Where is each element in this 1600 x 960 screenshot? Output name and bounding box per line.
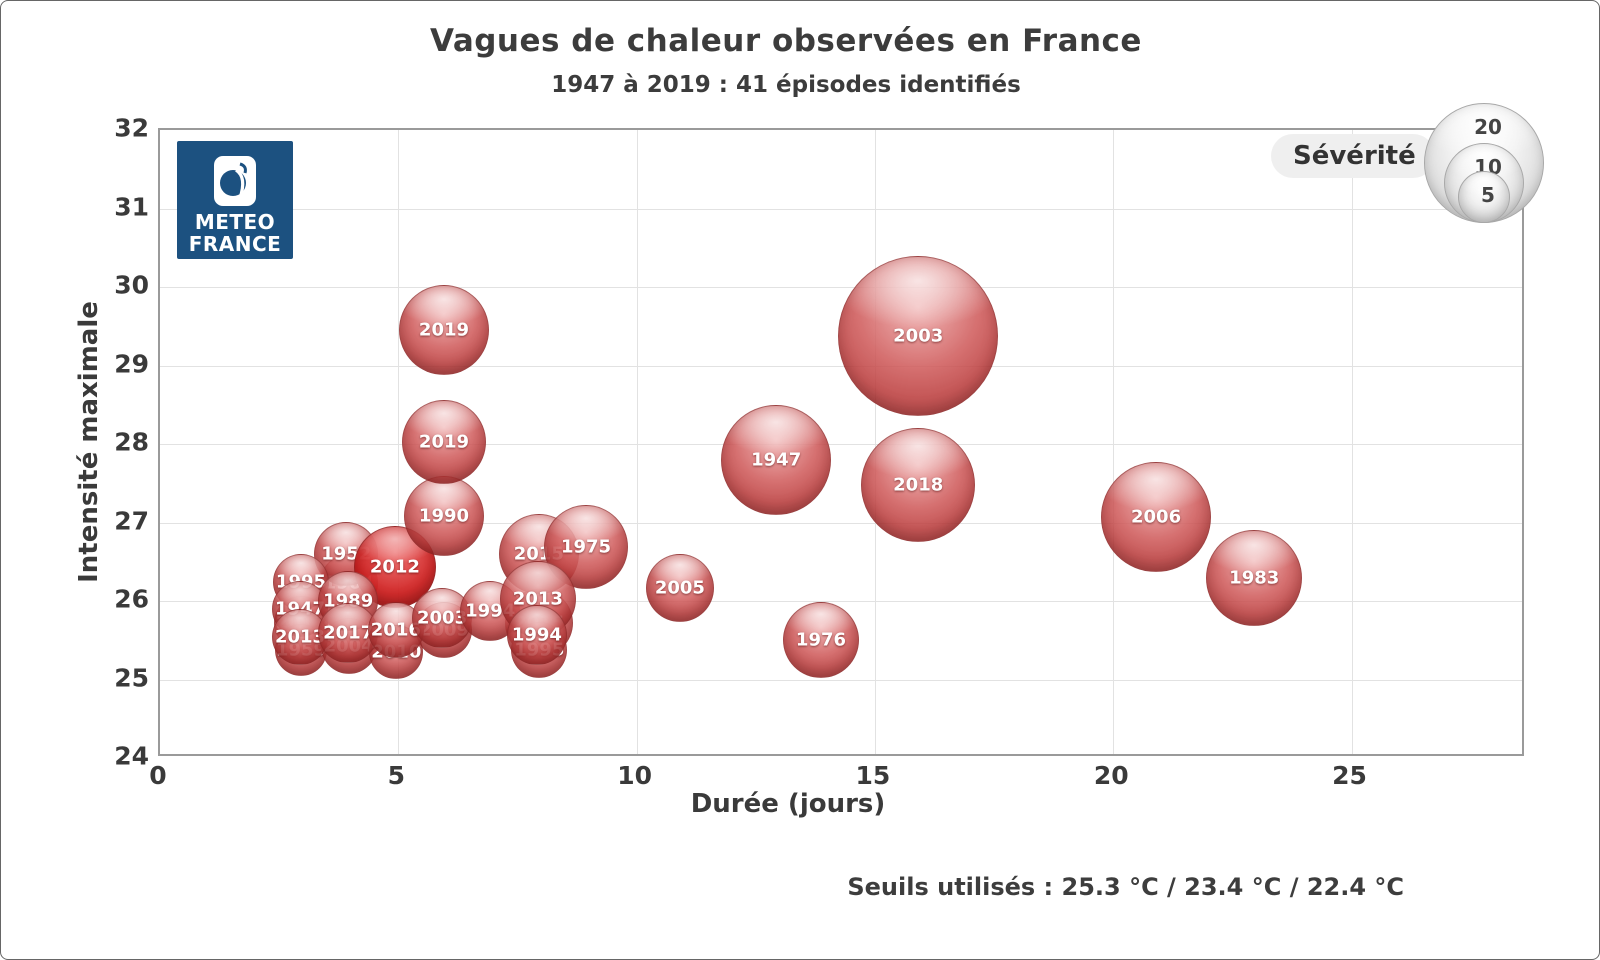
meteo-france-wordmark: METEO FRANCE	[177, 211, 293, 255]
bubble-1983[interactable]	[1206, 529, 1303, 626]
y-gridline	[160, 444, 1522, 445]
logo-line1: METEO	[194, 210, 276, 234]
bubble-2003[interactable]	[838, 256, 999, 417]
legend-size-bubble-5	[1458, 171, 1510, 223]
x-gridline	[874, 130, 876, 754]
x-tick-label: 20	[1093, 761, 1129, 790]
bubble-year-label: 2013	[512, 588, 563, 610]
bubble-year-label: 1983	[1229, 567, 1280, 589]
bubble-year-label: 2019	[418, 431, 470, 453]
bubble-year-label: 1975	[560, 536, 612, 558]
bubble-2019[interactable]	[398, 284, 489, 375]
x-tick-label: 5	[387, 761, 405, 790]
bubble-year-label: 2013	[274, 626, 326, 648]
thresholds-note: Seuils utilisés : 25.3 °C / 23.4 °C / 22…	[847, 873, 1404, 901]
meteo-france-icon	[214, 156, 256, 206]
x-tick-label: 25	[1332, 761, 1367, 790]
bubble-year-label: 2017	[323, 622, 374, 644]
bubble-year-label: 2018	[893, 474, 944, 496]
bubble-2019[interactable]	[401, 400, 486, 484]
meteo-france-logo: METEO FRANCE	[177, 141, 293, 259]
bubble-year-label: 2005	[654, 577, 705, 599]
x-gridline	[636, 130, 638, 754]
bubble-year-label: 1990	[418, 505, 470, 527]
bubble-year-label: 1994	[511, 624, 562, 646]
x-gridline	[1351, 130, 1353, 754]
x-tick-label: 0	[149, 761, 167, 790]
bubble-1976[interactable]	[782, 601, 859, 678]
bubble-year-label: 2019	[418, 319, 470, 341]
y-gridline	[160, 365, 1522, 367]
x-tick-label: 10	[617, 761, 653, 790]
bubble-1990[interactable]	[403, 475, 484, 556]
y-tick-label: 31	[114, 192, 149, 221]
bubble-2017[interactable]	[318, 602, 379, 663]
severity-legend-label: Sévérité	[1271, 134, 1435, 178]
y-tick-label: 32	[114, 113, 149, 143]
bubble-year-label: 2006	[1130, 506, 1182, 528]
bubble-1947[interactable]	[721, 405, 832, 516]
y-tick-label: 24	[114, 741, 149, 771]
legend-size-label: 20	[1474, 115, 1502, 139]
y-tick-label: 30	[114, 270, 149, 300]
bubble-1994[interactable]	[506, 605, 567, 666]
y-tick-label: 25	[114, 663, 149, 692]
x-axis-title: Durée (jours)	[690, 789, 886, 819]
bubble-year-label: 1976	[795, 629, 847, 651]
y-tick-label: 28	[114, 427, 149, 457]
x-gridline	[1113, 130, 1115, 754]
chart-title: Vagues de chaleur observées en France	[430, 23, 1142, 59]
bubble-year-label: 2016	[370, 619, 421, 641]
bubble-year-label: 1947	[751, 449, 802, 471]
legend-size-label: 5	[1481, 183, 1495, 207]
chart-subtitle: 1947 à 2019 : 41 épisodes identifiés	[551, 72, 1021, 98]
y-gridline	[160, 208, 1522, 210]
bubble-year-label: 2003	[893, 325, 944, 347]
y-tick-label: 27	[114, 506, 149, 535]
y-tick-label: 29	[114, 349, 149, 378]
x-tick-label: 15	[855, 761, 891, 790]
y-gridline	[160, 287, 1522, 288]
bubble-year-label: 2003	[417, 607, 468, 629]
x-gridline	[398, 130, 400, 754]
y-gridline	[160, 679, 1522, 681]
bubble-2005[interactable]	[645, 554, 714, 622]
bubble-2018[interactable]	[861, 428, 976, 543]
y-gridline	[160, 601, 1522, 602]
bubble-2013[interactable]	[272, 609, 329, 666]
bubble-2006[interactable]	[1101, 462, 1212, 573]
logo-line2: FRANCE	[188, 232, 282, 256]
bubble-year-label: 2012	[369, 556, 420, 578]
y-gridline	[160, 522, 1522, 524]
y-tick-label: 26	[114, 584, 149, 614]
